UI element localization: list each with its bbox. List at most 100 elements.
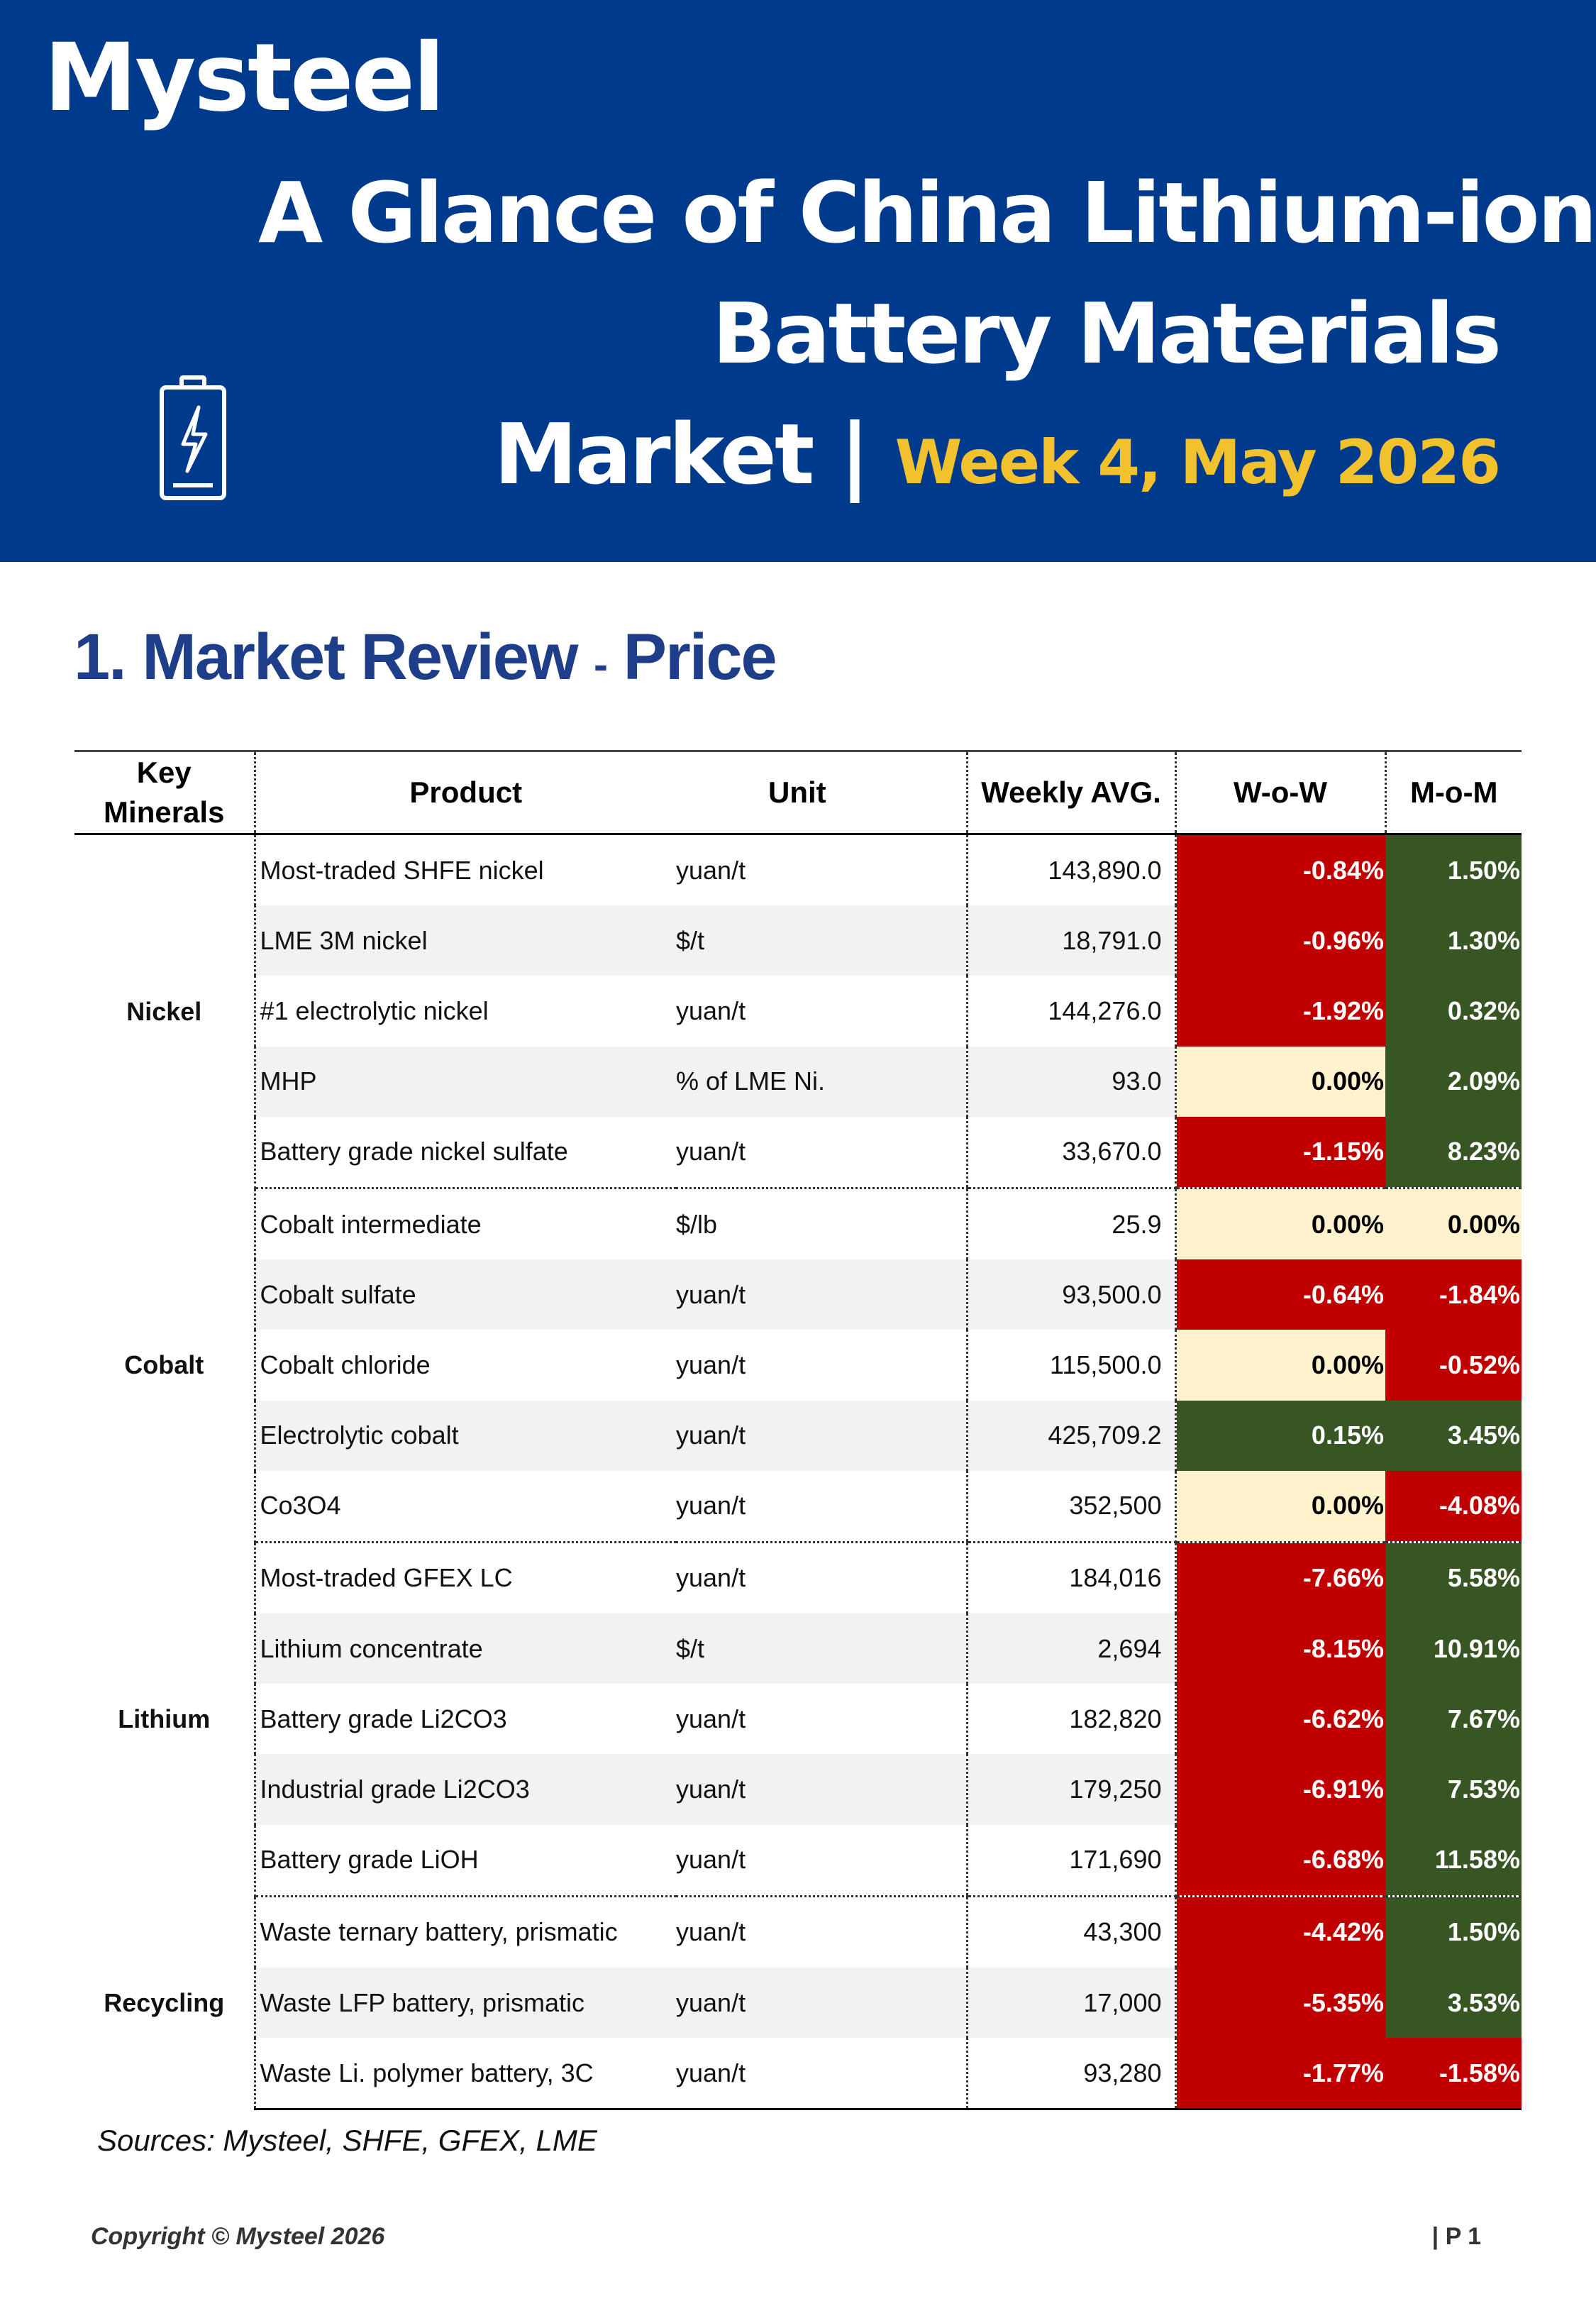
wow-change-cell: -8.15% — [1175, 1613, 1385, 1684]
weekly-avg-cell: 184,016 — [965, 1542, 1177, 1614]
weekly-avg-cell: 143,890.0 — [965, 834, 1177, 906]
unit-cell: yuan/t — [676, 995, 746, 1025]
weekly-avg-cell: 115,500.0 — [965, 1330, 1177, 1401]
header-wow: W-o-W — [1175, 750, 1387, 835]
table-row: Battery grade LiOH yuan/t 171,690 -6.68% 11.… — [74, 1824, 1522, 1897]
unit-cell: yuan/t — [676, 1917, 746, 1947]
section-heading: 1. Market Review - Price — [74, 621, 777, 693]
mom-change-cell: 11.58% — [1385, 1824, 1522, 1897]
weekly-avg-cell: 93,280 — [965, 2038, 1177, 2111]
weekly-avg-cell: 43,300 — [965, 1896, 1177, 1968]
section-number: 1. Market Review — [74, 621, 578, 693]
mom-change-cell: 3.53% — [1385, 1968, 1522, 2039]
table-row: Industrial grade Li2CO3 yuan/t 179,250 -6.9… — [74, 1754, 1522, 1825]
product-cell: Most-traded GFEX LC — [260, 1563, 513, 1593]
table-row: MHP% of LME Ni. 93.0 0.00% 2.09% — [74, 1046, 1522, 1117]
table-header-row: Key Minerals Product Unit Weekly AVG. W-o… — [74, 750, 1522, 835]
mom-change-cell: -1.84% — [1385, 1259, 1522, 1330]
table-row: LME 3M nickel $/t 18,791.0 -0.96% 1.30% — [74, 905, 1522, 976]
title-line-2: Battery Materials — [711, 285, 1502, 382]
title-market: Market | — [494, 405, 870, 503]
title-week: Week 4, May 2026 — [894, 427, 1501, 498]
mom-change-cell: 3.45% — [1385, 1400, 1522, 1471]
table-row: Nickel Most-traded SHFE nickel yuan/t 143,8… — [74, 834, 1522, 1188]
unit-cell: yuan/t — [676, 1350, 746, 1379]
mom-change-cell: 0.32% — [1385, 976, 1522, 1047]
table-row: #1 electrolytic nickel yuan/t 144,276.0 -1.… — [74, 976, 1522, 1047]
product-cell: Industrial grade Li2CO3 — [255, 1754, 676, 1825]
weekly-avg-cell: 182,820 — [965, 1684, 1177, 1755]
unit-cell: yuan/t — [676, 1259, 967, 1330]
product-cell: Waste Li. polymer battery, 3C — [255, 2038, 676, 2111]
product-cell: Battery grade Li2CO3 — [260, 1704, 507, 1733]
wow-change-cell: -4.42% — [1175, 1896, 1385, 1968]
weekly-avg-cell: 17,000 — [965, 1968, 1177, 2039]
weekly-avg-cell: 171,690 — [965, 1824, 1177, 1897]
weekly-avg-cell: 2,694 — [965, 1613, 1177, 1684]
unit-cell: yuan/t — [676, 1400, 967, 1471]
product-cell: Cobalt chloride — [260, 1350, 431, 1379]
wow-change-cell: 0.15% — [1175, 1400, 1385, 1471]
wow-change-cell: -5.35% — [1175, 1968, 1385, 2039]
weekly-avg-cell: 352,500 — [965, 1470, 1177, 1543]
unit-cell: yuan/t — [676, 1470, 967, 1543]
page-number: | P 1 — [1431, 2223, 1481, 2250]
wow-change-cell: 0.00% — [1175, 1188, 1385, 1260]
header-key-minerals: Key Minerals — [74, 750, 256, 835]
copyright: Copyright © Mysteel 2026 — [91, 2223, 385, 2250]
mom-change-cell: 7.53% — [1385, 1754, 1522, 1825]
wow-change-cell: -0.84% — [1175, 834, 1385, 906]
mom-change-cell: -0.52% — [1385, 1330, 1522, 1401]
weekly-avg-cell: 425,709.2 — [965, 1400, 1177, 1471]
weekly-avg-cell: 93.0 — [965, 1046, 1177, 1117]
unit-cell: yuan/t — [676, 855, 746, 885]
report-title: A Glance of China Lithium-ion Battery Ma… — [258, 153, 1596, 523]
weekly-avg-cell: 179,250 — [965, 1754, 1177, 1825]
wow-change-cell: -6.91% — [1175, 1754, 1385, 1825]
table-row: Electrolytic cobalt yuan/t 425,709.2 0.15% 3… — [74, 1400, 1522, 1471]
mom-change-cell: 2.09% — [1385, 1046, 1522, 1117]
table-row: Cobalt Cobalt intermediate $/lb 25.9 0.00% 0.… — [74, 1188, 1522, 1543]
unit-cell: yuan/t — [676, 1116, 967, 1189]
weekly-avg-cell: 144,276.0 — [965, 976, 1177, 1047]
mom-change-cell: -1.58% — [1385, 2038, 1522, 2111]
mineral-group-label: Lithium — [74, 1542, 256, 1897]
mineral-group-label: Cobalt — [74, 1188, 256, 1543]
product-cell: Co3O4 — [255, 1470, 676, 1543]
product-cell: #1 electrolytic nickel — [260, 995, 489, 1025]
wow-change-cell: -1.15% — [1175, 1116, 1385, 1189]
product-cell: Battery grade LiOH — [255, 1824, 676, 1897]
unit-cell: $/lb — [676, 1209, 718, 1239]
table-row: Cobalt sulfate yuan/t 93,500.0 -0.64% -1.84% — [74, 1259, 1522, 1330]
unit-cell: yuan/t — [676, 2038, 967, 2111]
unit-cell: yuan/t — [676, 1824, 967, 1897]
table-row: Lithium concentrate $/t 2,694 -8.15% 10.91% — [74, 1613, 1522, 1684]
table-row: Co3O4 yuan/t 352,500 0.00% -4.08% — [74, 1470, 1522, 1543]
weekly-avg-cell: 18,791.0 — [965, 905, 1177, 976]
unit-cell: yuan/t — [676, 1754, 967, 1825]
mineral-group-label: Recycling — [74, 1896, 256, 2109]
section-dash: - — [594, 641, 608, 688]
title-line-3: Market | Week 4, May 2026 — [258, 394, 1501, 523]
mom-change-cell: 7.67% — [1385, 1684, 1522, 1755]
title-line-1: A Glance of China Lithium-ion — [258, 164, 1596, 262]
wow-change-cell: -6.62% — [1175, 1684, 1385, 1755]
weekly-avg-cell: 93,500.0 — [965, 1259, 1177, 1330]
mom-change-cell: 8.23% — [1385, 1116, 1522, 1189]
wow-change-cell: -0.64% — [1175, 1259, 1385, 1330]
mom-change-cell: 1.50% — [1385, 1896, 1522, 1968]
mysteel-logo: Mysteel — [44, 23, 445, 133]
table-row: Lithium Most-traded GFEX LC yuan/t 184,016-… — [74, 1542, 1522, 1897]
table-row: Waste Li. polymer battery, 3C yuan/t 93,28… — [74, 2038, 1522, 2111]
product-cell: Most-traded SHFE nickel — [260, 855, 544, 885]
unit-cell: yuan/t — [676, 1704, 746, 1733]
table-row: Cobalt chloride yuan/t 115,500.0 0.00% -0.52… — [74, 1330, 1522, 1401]
header-unit: Unit — [676, 750, 967, 835]
mom-change-cell: -4.08% — [1385, 1470, 1522, 1543]
mom-change-cell: 1.50% — [1385, 834, 1522, 906]
header-banner: Mysteel A Glance of China Lithium-ion Ba… — [0, 0, 1596, 562]
product-cell: Lithium concentrate — [255, 1613, 676, 1684]
product-cell: Waste ternary battery, prismatic — [260, 1917, 618, 1947]
product-cell: Battery grade nickel sulfate — [255, 1116, 676, 1189]
unit-cell: $/t — [676, 1613, 967, 1684]
